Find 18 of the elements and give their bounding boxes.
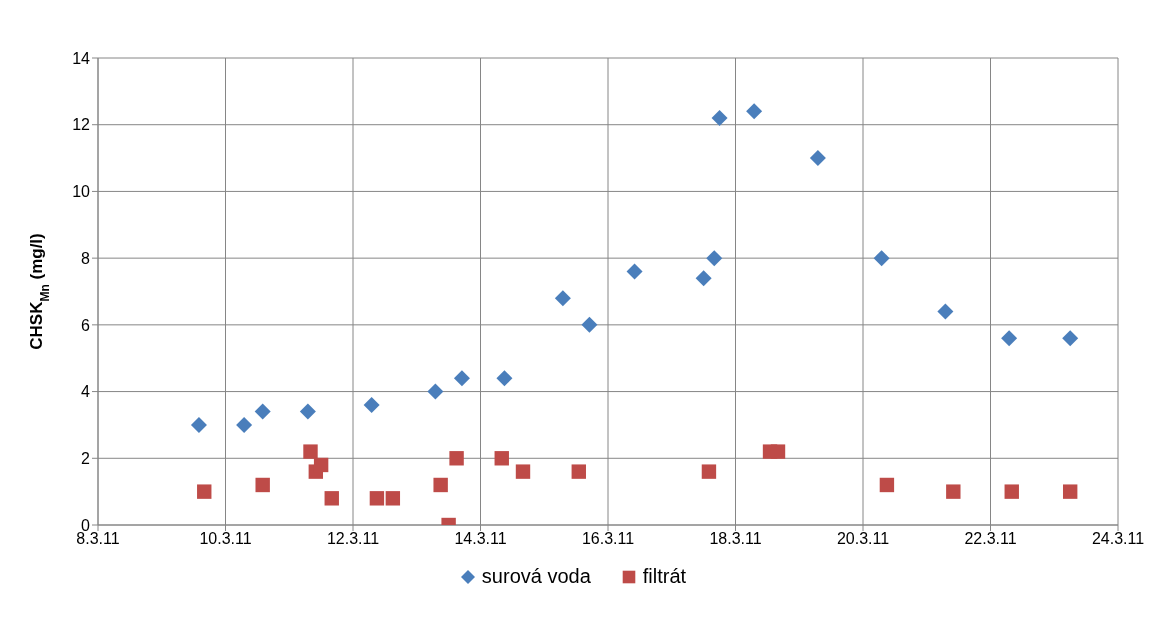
x-tick-label: 12.3.11	[326, 530, 380, 548]
y-tick-label: 2	[81, 449, 91, 467]
y-tick-label: 6	[81, 316, 91, 334]
legend-label: filtrát	[641, 565, 687, 588]
y-tick-label: 12	[72, 116, 91, 134]
x-tick-label: 14.3.11	[454, 530, 507, 548]
x-tick-label: 24.3.11	[1091, 530, 1145, 548]
y-tick-label: 10	[72, 183, 91, 201]
x-tick-label: 20.3.11	[836, 530, 890, 548]
x-tick-label: 22.3.11	[964, 530, 1017, 548]
x-tick-label: 16.3.11	[581, 530, 635, 548]
y-tick-label: 14	[72, 49, 91, 67]
x-tick-label: 8.3.11	[76, 530, 120, 548]
x-tick-label: 10.3.11	[199, 530, 252, 548]
y-tick-label: 8	[81, 249, 91, 267]
y-tick-label: 4	[81, 383, 91, 401]
legend-label: surová voda	[480, 565, 591, 588]
x-tick-label: 18.3.11	[709, 530, 762, 548]
